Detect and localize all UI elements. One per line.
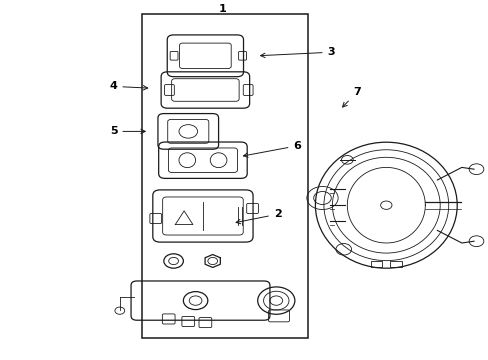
Text: 4: 4 [109, 81, 147, 91]
Bar [389, 261, 401, 267]
Text: 7: 7 [342, 87, 360, 107]
Text: 2: 2 [236, 209, 281, 224]
Bar [370, 261, 382, 267]
Text: 6: 6 [243, 141, 301, 157]
Bar [142, 14, 307, 338]
Text: 1: 1 [218, 4, 226, 14]
Text: 5: 5 [109, 126, 145, 136]
Text: 3: 3 [260, 47, 335, 58]
